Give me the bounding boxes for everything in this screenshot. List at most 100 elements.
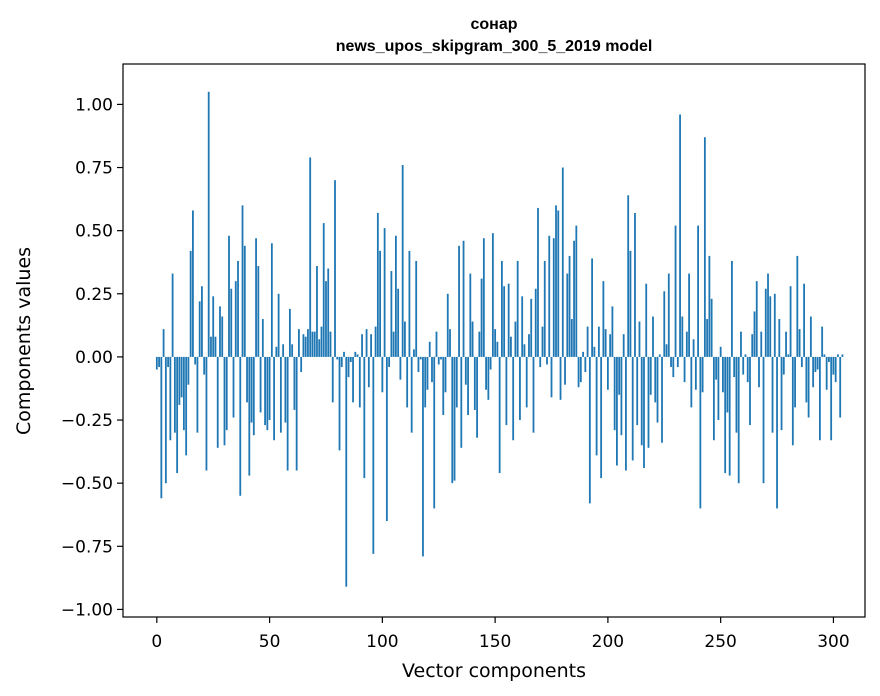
bar-124 [435, 331, 438, 357]
bar-280 [787, 354, 790, 357]
bar-117 [419, 356, 422, 360]
bar-126 [440, 356, 442, 360]
y-tick-label: −0.50 [61, 474, 113, 494]
bar-111 [406, 356, 409, 408]
bar-137 [464, 356, 467, 385]
bar-199 [604, 329, 607, 357]
bar-239 [694, 356, 697, 390]
x-tick-label: 50 [259, 632, 281, 652]
bar-143 [478, 331, 481, 357]
bar-110 [404, 321, 406, 357]
bar-114 [413, 349, 415, 357]
x-tick-label: 100 [366, 632, 398, 652]
bar-206 [620, 356, 623, 436]
bar-2 [160, 356, 163, 499]
bar-228 [670, 356, 672, 368]
bar-88 [354, 351, 357, 357]
bar-91 [361, 334, 363, 357]
x-tick-label: 0 [151, 632, 162, 652]
bar-254 [728, 356, 731, 476]
bar-278 [782, 356, 785, 375]
bar-177 [555, 205, 557, 357]
bar-258 [737, 356, 740, 484]
bar-49 [266, 356, 269, 431]
bar-164 [525, 356, 528, 408]
bar-232 [679, 114, 681, 357]
bar-255 [731, 260, 733, 357]
bar-72 [318, 339, 321, 357]
bar-132 [453, 356, 456, 481]
bar-203 [613, 356, 616, 431]
bar-266 [755, 281, 758, 357]
bar-264 [751, 334, 754, 357]
bar-291 [812, 356, 815, 388]
bar-198 [602, 281, 605, 357]
bar-183 [568, 255, 571, 357]
x-tick-label: 300 [817, 632, 849, 652]
bar-221 [654, 356, 657, 403]
bar-162 [521, 296, 524, 357]
bar-101 [383, 228, 386, 357]
bar-200 [606, 356, 609, 390]
bar-178 [557, 210, 560, 357]
bar-222 [656, 356, 659, 423]
bar-295 [821, 326, 824, 357]
bar-5 [167, 356, 169, 368]
bar-208 [625, 356, 627, 471]
bar-120 [426, 356, 429, 390]
bar-150 [494, 329, 497, 357]
bar-106 [394, 235, 397, 357]
bar-243 [703, 137, 706, 357]
bar-282 [791, 356, 794, 446]
bar-179 [559, 356, 562, 400]
y-axis-label: Components values [13, 247, 35, 435]
bar-290 [809, 316, 812, 357]
bar-192 [588, 356, 591, 504]
bar-119 [424, 356, 427, 408]
bar-294 [818, 356, 821, 441]
bar-154 [503, 286, 506, 357]
bar-289 [807, 356, 810, 418]
bar-230 [674, 225, 677, 357]
bar-16 [192, 210, 194, 357]
bar-259 [740, 331, 742, 357]
bar-51 [270, 243, 273, 357]
bar-301 [834, 356, 837, 383]
bar-97 [374, 326, 377, 357]
bar-175 [550, 356, 553, 398]
bar-8 [173, 356, 176, 433]
bar-52 [273, 356, 275, 441]
bar-251 [722, 356, 724, 393]
bar-58 [286, 356, 289, 471]
bar-50 [268, 356, 271, 421]
bar-90 [358, 356, 361, 408]
bar-118 [422, 356, 424, 557]
bar-103 [388, 356, 391, 368]
bar-236 [688, 273, 690, 357]
bar-297 [825, 356, 828, 390]
bar-15 [189, 250, 192, 357]
bar-249 [717, 356, 720, 421]
bar-191 [586, 326, 589, 357]
bar-32 [228, 235, 230, 357]
bar-144 [480, 278, 483, 357]
bar-247 [712, 356, 715, 441]
bar-245 [708, 255, 711, 357]
bar-296 [823, 354, 826, 357]
bar-21 [203, 356, 206, 375]
bar-155 [505, 356, 508, 426]
bar-69 [311, 331, 314, 357]
bar-121 [428, 341, 431, 357]
bar-71 [316, 266, 318, 357]
bar-140 [471, 321, 474, 357]
bar-273 [771, 356, 774, 433]
bar-174 [548, 235, 551, 357]
bar-263 [749, 356, 751, 426]
bar-98 [376, 212, 379, 357]
bar-231 [676, 356, 679, 368]
bar-12 [182, 356, 185, 431]
bar-48 [264, 356, 266, 426]
x-axis-ticks: 0 50 100 150 200 250 300 [151, 617, 850, 652]
bar-78 [331, 356, 334, 403]
bar-304 [841, 354, 844, 357]
